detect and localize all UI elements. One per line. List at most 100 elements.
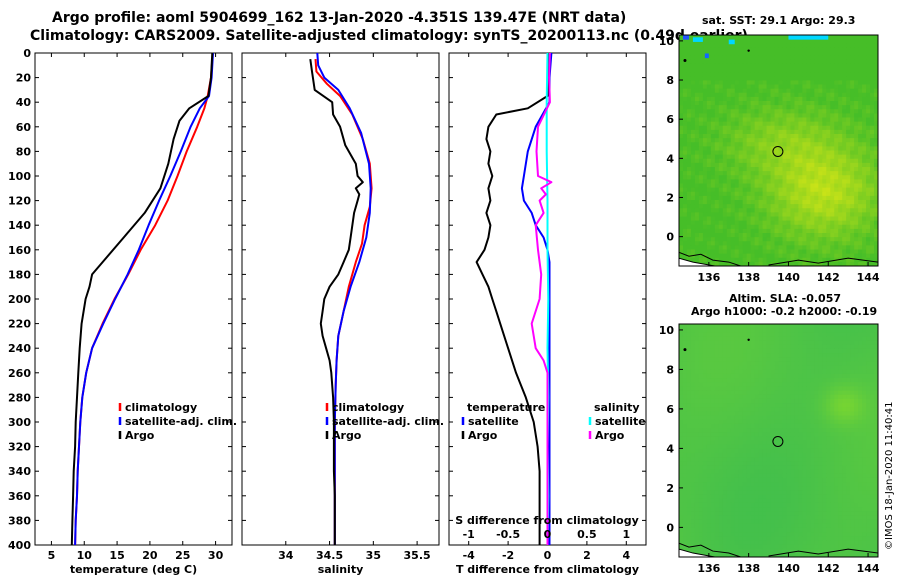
sst-map-cell — [838, 224, 843, 230]
sst-map-cell — [782, 84, 787, 90]
sla-map-cell — [694, 432, 700, 437]
sst-map-cell — [794, 113, 799, 118]
sst-map-cell — [782, 142, 787, 147]
sla-map-cell — [702, 328, 708, 333]
sst-map-cell — [774, 39, 779, 44]
sst-map-cell — [866, 187, 871, 193]
sst-map-cell — [842, 245, 847, 250]
sst-map-cell — [679, 208, 684, 213]
sla-map-cell — [850, 357, 855, 362]
sla-map-cell — [730, 332, 736, 337]
sst-map-cell — [818, 245, 823, 250]
sst-map-cell — [742, 88, 748, 94]
sst-map-cell — [822, 39, 827, 44]
sla-map-cell — [774, 411, 779, 416]
sst-map-cell — [770, 191, 775, 197]
sla-map-cell — [679, 324, 684, 329]
sla-map-cell — [742, 428, 748, 433]
sst-map-cell — [834, 179, 839, 184]
sla-map-cell — [694, 398, 700, 404]
sst-map-cell — [742, 183, 748, 189]
sst-map-cell — [754, 72, 759, 77]
sst-map-cell — [694, 208, 700, 213]
sst-map-cell — [786, 233, 791, 238]
sst-map-cell — [822, 224, 827, 230]
sla-map-cell — [810, 369, 815, 375]
sst-map-cell — [679, 204, 684, 209]
sst-map-cell — [702, 237, 708, 242]
sst-map-cell — [770, 76, 775, 81]
sla-map-cell — [786, 394, 791, 400]
sla-map-cell — [706, 365, 712, 371]
sla-map-cell — [690, 361, 696, 367]
sst-map-cell — [702, 35, 708, 40]
sla-map-cell — [774, 436, 779, 441]
sla-map-cell — [738, 378, 744, 383]
sst-map-cell — [822, 55, 827, 61]
sla-map-cell — [738, 407, 744, 412]
sla-map-cell — [738, 419, 744, 425]
sst-map-cell — [798, 113, 803, 118]
sst-map-cell — [722, 142, 728, 147]
sla-map-cell — [850, 448, 855, 454]
sla-map-cell — [802, 332, 807, 337]
sla-map-cell — [854, 423, 859, 429]
sst-map-cell — [862, 68, 867, 73]
sla-map-cell — [738, 444, 744, 450]
sla-map-cell — [698, 357, 704, 362]
sst-map-cell — [738, 175, 744, 180]
sst-map-cell — [690, 200, 696, 205]
sla-map-cell — [686, 403, 692, 408]
sst-map-cell — [810, 175, 815, 180]
sst-map-cell — [778, 125, 783, 131]
sla-map-cell — [770, 452, 775, 458]
sst-map-cell — [842, 208, 847, 213]
sla-map-cell — [694, 328, 700, 333]
sst-map-cell — [730, 216, 736, 222]
sst-map-cell — [686, 171, 692, 176]
sst-map-title: sat. SST: 29.1 Argo: 29.3 — [702, 14, 856, 27]
sst-map-cell — [742, 92, 748, 98]
sst-map-cell — [834, 117, 839, 123]
sla-map-cell — [722, 336, 728, 342]
sst-map-cell — [806, 241, 811, 246]
sla-map-cell — [710, 452, 716, 458]
sst-map-cell — [710, 233, 716, 238]
sst-map-cell — [746, 216, 752, 222]
sst-map-cell — [850, 167, 855, 172]
sla-map-cell — [806, 436, 811, 441]
sla-map-cell — [806, 373, 811, 379]
sst-map-cell — [690, 35, 696, 40]
sla-map-cell — [690, 444, 696, 450]
sst-map-cell — [706, 204, 712, 209]
sla-map-cell — [734, 407, 740, 412]
sla-map-cell — [690, 448, 696, 454]
sst-map-cell — [754, 212, 759, 217]
sla-map-cell — [810, 340, 815, 346]
sla-map-cell — [730, 423, 736, 429]
sst-map-cell — [734, 245, 740, 250]
sla-map-cell — [686, 369, 692, 375]
sst-map-cell — [706, 80, 712, 85]
depth-tick-label: 140 — [8, 219, 31, 232]
sst-map-cell — [854, 216, 859, 222]
sla-map-cell — [862, 340, 867, 346]
sla-map-cell — [866, 398, 871, 404]
sla-map-cell — [770, 357, 775, 362]
sla-map-cell — [806, 336, 811, 342]
sla-map-cell — [766, 336, 771, 342]
sst-map-cell — [682, 72, 688, 77]
sst-map-cell — [754, 228, 759, 234]
sst-map-cell — [802, 47, 807, 52]
sst-map-cell — [834, 191, 839, 197]
sst-map-cell — [818, 68, 823, 73]
sst-map-cell — [810, 59, 815, 65]
sla-map-cell — [786, 415, 791, 421]
sst-map-cell — [734, 249, 740, 255]
sst-map-cell — [834, 204, 839, 209]
sst-map-cell — [726, 43, 732, 48]
sst-map-cell — [870, 171, 875, 176]
sst-map-cell — [770, 59, 775, 65]
sst-map-cell — [710, 51, 716, 57]
sst-map-cell — [738, 63, 744, 69]
